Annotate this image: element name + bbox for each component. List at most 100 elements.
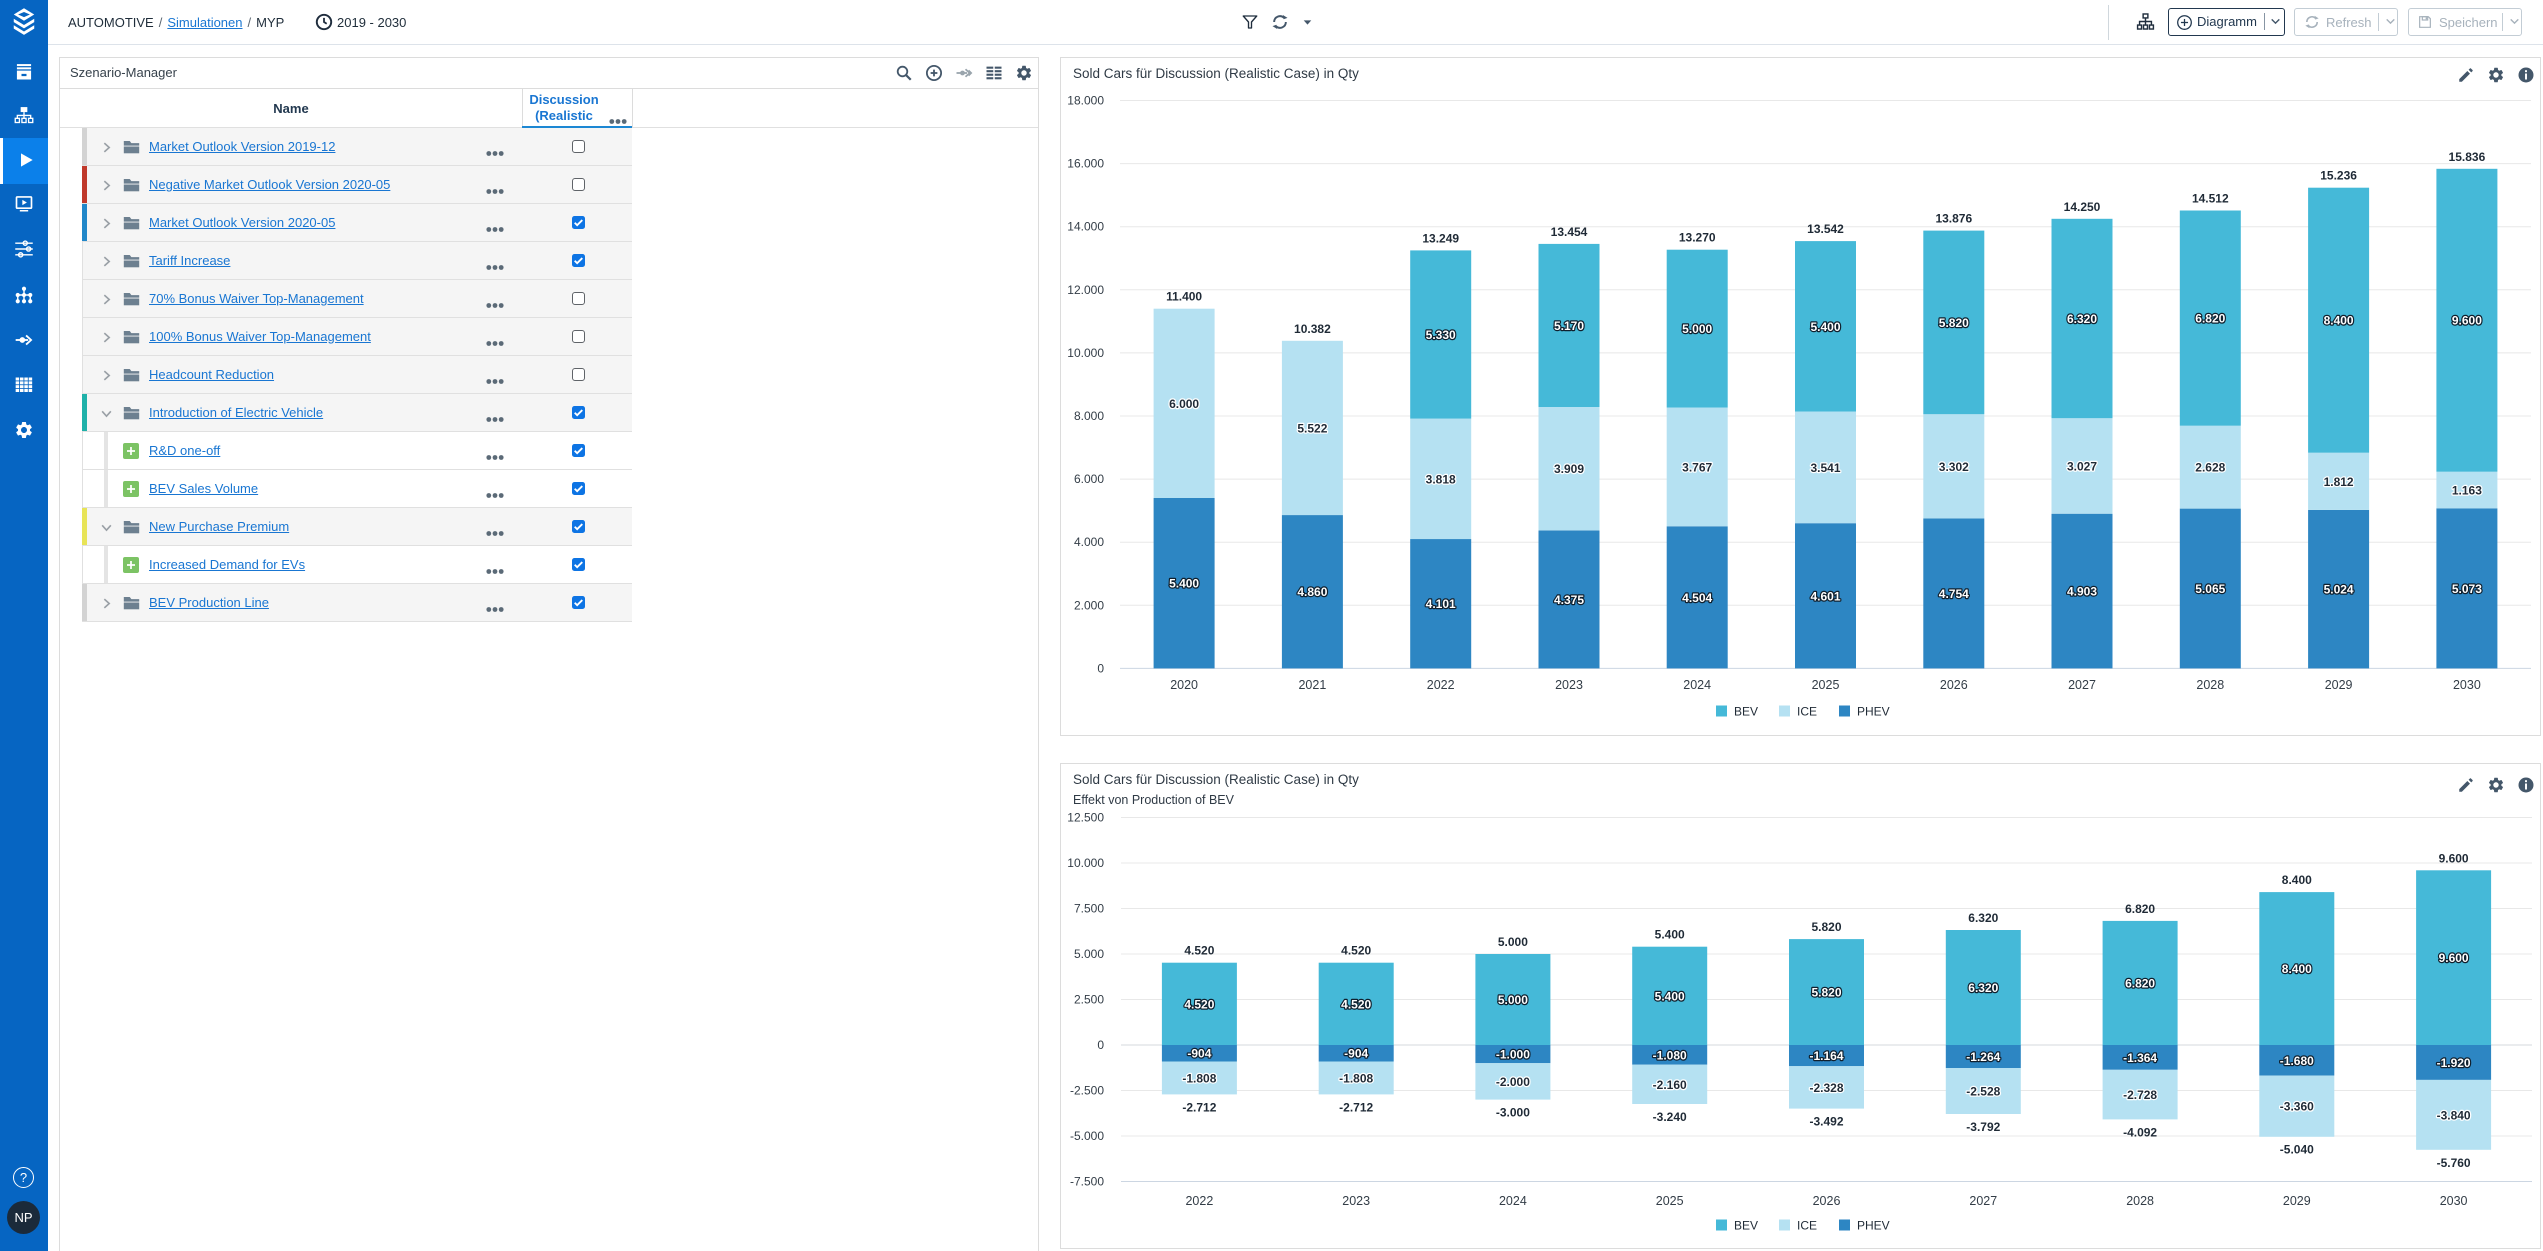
svg-text:2020: 2020	[1170, 678, 1198, 692]
svg-text:18.000: 18.000	[1067, 94, 1104, 108]
svg-text:-1.920: -1.920	[2437, 1056, 2471, 1070]
svg-text:4.520: 4.520	[1341, 944, 1371, 958]
svg-text:8.400: 8.400	[2324, 314, 2354, 328]
svg-text:2.500: 2.500	[1074, 993, 1104, 1007]
svg-text:6.320: 6.320	[2067, 312, 2097, 326]
svg-text:4.520: 4.520	[1341, 997, 1371, 1011]
svg-text:5.820: 5.820	[1811, 920, 1841, 934]
svg-text:12.000: 12.000	[1067, 283, 1104, 297]
svg-text:2025: 2025	[1812, 678, 1840, 692]
svg-text:6.320: 6.320	[1968, 981, 1998, 995]
svg-text:-5.040: -5.040	[2280, 1143, 2314, 1157]
svg-text:10.382: 10.382	[1294, 322, 1331, 336]
svg-text:5.170: 5.170	[1554, 319, 1584, 333]
svg-text:4.903: 4.903	[2067, 585, 2097, 599]
svg-text:PHEV: PHEV	[1857, 1219, 1890, 1233]
svg-text:2026: 2026	[1940, 678, 1968, 692]
svg-text:-2.500: -2.500	[1070, 1084, 1104, 1098]
svg-text:5.000: 5.000	[1498, 993, 1528, 1007]
svg-text:5.000: 5.000	[1498, 935, 1528, 949]
svg-text:2023: 2023	[1342, 1194, 1370, 1208]
svg-text:15.836: 15.836	[2449, 150, 2486, 164]
svg-text:2030: 2030	[2440, 1194, 2468, 1208]
svg-text:-1.808: -1.808	[1339, 1071, 1373, 1085]
svg-text:2028: 2028	[2196, 678, 2224, 692]
svg-text:14.000: 14.000	[1067, 220, 1104, 234]
svg-text:5.820: 5.820	[1939, 316, 1969, 330]
svg-text:2027: 2027	[2068, 678, 2096, 692]
svg-text:-1.808: -1.808	[1182, 1071, 1216, 1085]
svg-text:-1.364: -1.364	[2123, 1051, 2157, 1065]
svg-text:-904: -904	[1344, 1047, 1368, 1061]
svg-text:13.542: 13.542	[1807, 222, 1844, 236]
svg-text:3.909: 3.909	[1554, 462, 1584, 476]
svg-text:-3.000: -3.000	[1496, 1106, 1530, 1120]
svg-text:5.400: 5.400	[1655, 928, 1685, 942]
svg-text:14.512: 14.512	[2192, 192, 2229, 206]
svg-text:8.000: 8.000	[1074, 409, 1104, 423]
svg-text:8.400: 8.400	[2282, 873, 2312, 887]
svg-text:-904: -904	[1187, 1047, 1211, 1061]
svg-text:2023: 2023	[1555, 678, 1583, 692]
svg-text:2.628: 2.628	[2195, 461, 2225, 475]
svg-text:1.812: 1.812	[2324, 475, 2354, 489]
svg-text:4.101: 4.101	[1426, 597, 1456, 611]
svg-text:5.065: 5.065	[2195, 582, 2225, 596]
svg-text:6.320: 6.320	[1968, 911, 1998, 925]
svg-text:-2.712: -2.712	[1339, 1100, 1373, 1114]
svg-text:3.541: 3.541	[1810, 461, 1840, 475]
svg-text:-5.760: -5.760	[2437, 1156, 2471, 1170]
svg-text:5.820: 5.820	[1811, 986, 1841, 1000]
svg-text:-3.840: -3.840	[2437, 1108, 2471, 1122]
svg-text:16.000: 16.000	[1067, 157, 1104, 171]
svg-text:6.000: 6.000	[1074, 472, 1104, 486]
svg-text:PHEV: PHEV	[1857, 705, 1890, 719]
svg-text:2025: 2025	[1656, 1194, 1684, 1208]
svg-text:2022: 2022	[1427, 678, 1455, 692]
svg-text:2024: 2024	[1499, 1194, 1527, 1208]
svg-text:5.000: 5.000	[1682, 322, 1712, 336]
svg-text:4.000: 4.000	[1074, 535, 1104, 549]
svg-text:9.600: 9.600	[2452, 314, 2482, 328]
svg-text:10.000: 10.000	[1067, 856, 1104, 870]
svg-text:12.500: 12.500	[1067, 811, 1104, 825]
svg-text:2024: 2024	[1683, 678, 1711, 692]
svg-text:5.400: 5.400	[1810, 320, 1840, 334]
svg-text:4.860: 4.860	[1297, 585, 1327, 599]
svg-text:5.400: 5.400	[1169, 577, 1199, 591]
svg-text:2030: 2030	[2453, 678, 2481, 692]
svg-text:-2.000: -2.000	[1496, 1075, 1530, 1089]
svg-text:-3.240: -3.240	[1653, 1110, 1687, 1124]
svg-text:2028: 2028	[2126, 1194, 2154, 1208]
svg-text:-7.500: -7.500	[1070, 1175, 1104, 1189]
svg-text:-3.360: -3.360	[2280, 1100, 2314, 1114]
svg-text:2022: 2022	[1185, 1194, 1213, 1208]
svg-text:-3.492: -3.492	[1809, 1115, 1843, 1129]
svg-text:6.820: 6.820	[2125, 902, 2155, 916]
svg-text:9.600: 9.600	[2439, 951, 2469, 965]
svg-text:3.818: 3.818	[1426, 472, 1456, 486]
svg-text:11.400: 11.400	[1166, 290, 1202, 304]
svg-text:13.454: 13.454	[1551, 225, 1588, 239]
svg-text:4.520: 4.520	[1184, 997, 1214, 1011]
svg-text:4.754: 4.754	[1939, 587, 1969, 601]
svg-text:-2.160: -2.160	[1653, 1078, 1687, 1092]
svg-text:14.250: 14.250	[2064, 200, 2101, 214]
svg-text:BEV: BEV	[1734, 705, 1758, 719]
svg-text:6.820: 6.820	[2195, 312, 2225, 326]
svg-text:-2.728: -2.728	[2123, 1088, 2157, 1102]
svg-text:4.601: 4.601	[1810, 589, 1840, 603]
svg-text:15.236: 15.236	[2320, 169, 2357, 183]
svg-text:0: 0	[1097, 1038, 1104, 1052]
svg-text:5.522: 5.522	[1297, 422, 1327, 436]
svg-text:-3.792: -3.792	[1966, 1120, 2000, 1134]
svg-text:2021: 2021	[1298, 678, 1326, 692]
svg-text:6.820: 6.820	[2125, 976, 2155, 990]
svg-text:4.520: 4.520	[1184, 944, 1214, 958]
svg-text:3.027: 3.027	[2067, 460, 2097, 474]
svg-text:-2.712: -2.712	[1182, 1100, 1216, 1114]
svg-text:6.000: 6.000	[1169, 397, 1199, 411]
svg-text:-4.092: -4.092	[2123, 1126, 2157, 1140]
svg-text:-2.528: -2.528	[1966, 1085, 2000, 1099]
svg-text:5.400: 5.400	[1655, 989, 1685, 1003]
